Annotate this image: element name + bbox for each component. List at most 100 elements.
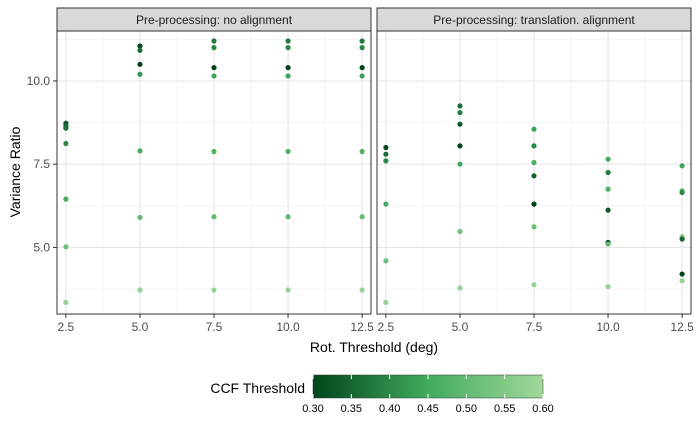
facet-strip-label: Pre-processing: translation. alignment	[433, 13, 635, 27]
data-point	[531, 159, 537, 166]
data-point	[679, 278, 685, 284]
data-point	[605, 284, 611, 290]
data-point	[457, 285, 463, 291]
data-point	[457, 143, 463, 149]
data-point	[285, 45, 291, 51]
legend-tick-label: 0.60	[532, 403, 553, 415]
data-point	[359, 65, 365, 71]
facet-panel-no-alignment: Pre-processing: no alignment 2.5 5.0 7.5 10…	[56, 7, 374, 334]
x-tick-label: 5.0	[452, 320, 469, 334]
legend-ticks: 0.30 0.35 0.40 0.45 0.50 0.55 0.60	[302, 375, 554, 415]
data-point	[531, 224, 537, 230]
data-point	[531, 143, 537, 149]
x-tick-label: 2.5	[378, 320, 395, 334]
y-axis-title: Variance Ratio	[7, 126, 23, 217]
data-point	[531, 126, 537, 132]
data-point	[457, 228, 463, 235]
data-points	[383, 103, 685, 305]
data-point	[63, 299, 69, 305]
data-point	[285, 38, 291, 44]
data-point	[457, 161, 463, 167]
data-point	[359, 148, 365, 155]
legend-tick-label: 0.30	[302, 403, 323, 415]
legend-tick-label: 0.40	[379, 403, 400, 415]
data-point	[285, 73, 291, 79]
legend-tick-label: 0.55	[494, 403, 515, 415]
data-point	[457, 121, 463, 127]
data-point	[679, 163, 685, 169]
data-point	[383, 151, 389, 157]
data-point	[605, 156, 611, 162]
y-tick-label: 5.0	[33, 240, 50, 254]
data-point	[457, 109, 463, 116]
data-point	[285, 287, 291, 293]
data-point	[679, 236, 685, 242]
data-point	[137, 214, 143, 221]
data-point	[359, 45, 365, 51]
y-tick-label: 7.5	[33, 157, 50, 171]
data-point	[211, 38, 217, 44]
data-point	[137, 148, 143, 154]
data-point	[137, 287, 143, 293]
x-tick-label: 5.0	[132, 320, 149, 334]
data-point	[211, 73, 217, 79]
data-point	[211, 214, 217, 220]
data-point	[679, 271, 685, 277]
grid-lines	[377, 31, 691, 314]
data-point	[63, 140, 69, 147]
data-point	[211, 148, 217, 155]
x-tick-label: 2.5	[58, 320, 75, 334]
data-point	[359, 73, 365, 79]
data-point	[137, 43, 143, 49]
x-tick-label: 7.5	[526, 320, 543, 334]
data-point	[457, 103, 463, 109]
y-tick-label: 10.0	[27, 74, 51, 88]
legend-title: CCF Threshold	[210, 380, 305, 396]
data-point	[359, 214, 365, 220]
data-point	[679, 189, 685, 196]
y-axis-ticks: 5.0 7.5 10.0	[27, 74, 57, 254]
data-point	[359, 38, 365, 44]
data-point	[137, 61, 143, 67]
data-point	[211, 45, 217, 51]
data-point	[605, 186, 611, 192]
data-point	[605, 241, 611, 247]
data-point	[211, 287, 217, 293]
data-point	[531, 282, 537, 288]
data-point	[63, 196, 69, 202]
legend-tick-label: 0.35	[341, 403, 362, 415]
data-point	[285, 65, 291, 71]
data-point	[137, 47, 143, 53]
data-point	[531, 173, 537, 179]
data-point	[63, 244, 69, 250]
data-points	[63, 38, 365, 305]
data-point	[605, 207, 611, 213]
data-point	[211, 65, 217, 71]
x-axis-title: Rot. Threshold (deg)	[310, 339, 438, 355]
data-point	[605, 169, 611, 176]
data-point	[531, 201, 537, 207]
legend-tick-label: 0.50	[456, 403, 477, 415]
x-tick-label: 10.0	[596, 320, 620, 334]
legend-tick-label: 0.45	[417, 403, 438, 415]
data-point	[285, 148, 291, 155]
x-axis-ticks: 2.5 5.0 7.5 10.0 12.5	[378, 314, 694, 334]
data-point	[359, 287, 365, 293]
x-tick-label: 12.5	[350, 320, 374, 334]
data-point	[383, 258, 389, 264]
color-legend: CCF Threshold 0.30 0.35 0.40 0.45 0.50 0.55 0.…	[210, 374, 554, 415]
x-tick-label: 12.5	[670, 320, 694, 334]
data-point	[383, 201, 389, 207]
facet-panel-translation-alignment: Pre-processing: translation. alignment 2…	[376, 7, 694, 334]
data-point	[63, 125, 69, 131]
x-tick-label: 7.5	[206, 320, 223, 334]
data-point	[285, 214, 291, 220]
x-axis-ticks: 2.5 5.0 7.5 10.0 12.5	[58, 314, 374, 334]
data-point	[137, 71, 143, 77]
data-point	[383, 299, 389, 305]
x-tick-label: 10.0	[276, 320, 300, 334]
facet-strip-label: Pre-processing: no alignment	[136, 13, 293, 27]
data-point	[383, 144, 389, 151]
data-point	[383, 158, 389, 164]
